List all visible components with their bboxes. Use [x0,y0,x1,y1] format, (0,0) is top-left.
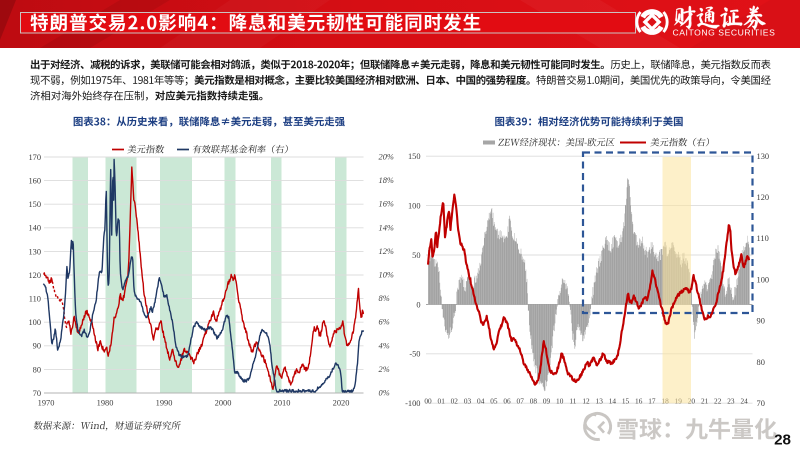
svg-text:50: 50 [412,251,420,260]
svg-text:17: 17 [648,397,656,406]
svg-text:20%: 20% [379,153,394,162]
svg-text:-100: -100 [405,399,420,408]
svg-text:80: 80 [757,358,765,367]
svg-text:09: 09 [543,397,551,406]
svg-text:10%: 10% [379,271,394,280]
svg-text:110: 110 [757,234,769,243]
svg-text:110: 110 [29,295,41,304]
svg-text:90: 90 [757,317,765,326]
svg-text:28: 28 [774,432,791,449]
svg-text:14: 14 [609,397,617,406]
svg-text:-50: -50 [409,350,420,359]
svg-text:0: 0 [416,300,420,309]
svg-text:170: 170 [28,153,41,162]
svg-text:13: 13 [596,397,604,406]
svg-text:2020: 2020 [333,399,350,408]
svg-text:4%: 4% [379,341,390,350]
svg-text:CAITONG SECURITIES: CAITONG SECURITIES [673,28,776,38]
svg-text:1970: 1970 [38,399,55,408]
svg-text:100: 100 [757,275,770,284]
svg-text:18%: 18% [379,176,394,185]
svg-text:1990: 1990 [156,399,173,408]
svg-text:01: 01 [438,397,446,406]
svg-text:100: 100 [28,318,41,327]
svg-text:16%: 16% [379,200,394,209]
svg-text:2%: 2% [379,365,390,374]
svg-text:8%: 8% [379,294,390,303]
svg-text:00: 00 [424,397,432,406]
svg-text:12: 12 [582,397,590,406]
svg-text:04: 04 [477,397,485,406]
svg-text:12%: 12% [379,247,394,256]
svg-text:100: 100 [408,202,421,211]
svg-text:70: 70 [33,389,41,398]
svg-text:05: 05 [490,397,498,406]
svg-text:130: 130 [757,152,770,161]
svg-text:120: 120 [28,271,41,280]
svg-text:24: 24 [740,397,748,406]
svg-text:20: 20 [688,397,696,406]
svg-text:1980: 1980 [97,399,114,408]
svg-text:15: 15 [622,397,630,406]
svg-text:130: 130 [28,247,41,256]
svg-text:07: 07 [517,397,525,406]
svg-text:02: 02 [451,397,459,406]
svg-text:23: 23 [727,397,735,406]
svg-text:80: 80 [33,365,41,374]
svg-text:6%: 6% [379,318,390,327]
svg-text:150: 150 [408,152,421,161]
svg-text:150: 150 [28,200,41,209]
svg-text:08: 08 [530,397,538,406]
svg-text:10: 10 [556,397,564,406]
svg-text:22: 22 [714,397,722,406]
svg-text:11: 11 [569,397,576,406]
svg-text:16: 16 [635,397,643,406]
svg-text:2000: 2000 [215,399,232,408]
svg-text:03: 03 [464,397,472,406]
svg-text:160: 160 [28,177,41,186]
svg-text:06: 06 [503,397,511,406]
svg-text:2010: 2010 [274,399,291,408]
svg-text:21: 21 [701,397,709,406]
svg-text:14%: 14% [379,223,394,232]
svg-text:70: 70 [757,399,765,408]
svg-text:120: 120 [757,193,770,202]
svg-text:90: 90 [33,342,41,351]
svg-text:140: 140 [28,224,41,233]
svg-text:0%: 0% [379,389,390,398]
